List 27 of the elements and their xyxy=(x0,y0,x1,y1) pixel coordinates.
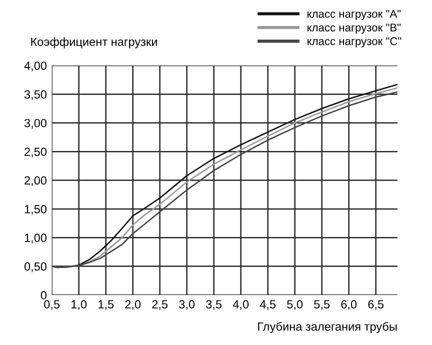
y-tick-label: 4,00 xyxy=(24,62,47,72)
y-tick-label: 0 xyxy=(40,291,47,300)
y-tick-label: 3,50 xyxy=(24,90,47,100)
legend-label: класс нагрузок "A" xyxy=(308,10,401,20)
y-tick-label: 2,00 xyxy=(24,176,47,186)
legend-label: класс нагрузок "C" xyxy=(308,37,402,48)
x-tick-label: 3,5 xyxy=(206,300,222,310)
y-tick-label: 2,50 xyxy=(24,148,47,158)
x-tick-label: 2,0 xyxy=(125,300,141,310)
x-tick-label: 4,5 xyxy=(260,300,276,310)
y-tick-label: 1,50 xyxy=(24,204,47,215)
y-tick-label: 1,00 xyxy=(24,234,47,244)
x-tick-label: 4,0 xyxy=(232,300,249,310)
x-tick-label: 0,5 xyxy=(44,300,60,310)
x-tick-label: 5,5 xyxy=(314,300,330,310)
x-tick-label: 6,5 xyxy=(368,300,384,310)
x-axis-title: Глубина залегания трубы xyxy=(258,322,397,334)
y-tick-label: 3,00 xyxy=(24,118,47,129)
y-axis-title: Коэффициент нагрузки xyxy=(31,37,157,48)
x-tick-label: 3,0 xyxy=(179,300,195,310)
y-tick-label: 0,50 xyxy=(24,262,47,272)
x-tick-label: 6,0 xyxy=(341,300,357,310)
x-tick-label: 5,0 xyxy=(287,300,303,310)
x-tick-label: 1,5 xyxy=(98,300,114,310)
legend-label: класс нагрузок "B" xyxy=(308,24,401,34)
x-tick-label: 1,0 xyxy=(72,300,87,310)
x-tick-label: 2,5 xyxy=(152,300,168,310)
